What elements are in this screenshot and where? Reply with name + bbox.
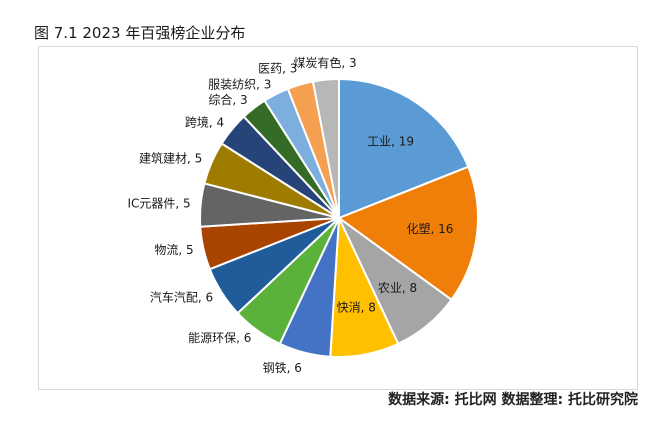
data-label-14: 煤炭有色, 3 <box>293 56 356 70</box>
data-label-1: 化塑, 16 <box>407 221 454 236</box>
source-note: 数据来源: 托比网 数据整理: 托比研究院 <box>388 392 638 408</box>
pie-slice-0 <box>338 77 470 220</box>
pie-chart: 工业, 19 化塑, 16 农业, 8快消, 8 钢铁, 6 能源环保, 6 汽车汽配, … <box>128 56 479 375</box>
data-label-10: 跨境, 4 <box>185 115 224 130</box>
data-label-4: 钢铁, 6 <box>263 361 302 375</box>
figure-title: 图 7.1 2023 年百强榜企业分布 <box>34 24 246 42</box>
data-label-12: 服装纺织, 3 <box>208 78 271 92</box>
pie-slice-14 <box>311 77 340 219</box>
data-label-2: 农业, 8 <box>378 281 417 295</box>
data-label-11: 综合, 3 <box>208 92 247 107</box>
data-label-8: IC元器件, 5 <box>128 197 191 211</box>
data-label-7: 物流, 5 <box>154 243 193 257</box>
chart-area: 工业, 19 化塑, 16 农业, 8 快消, 8 钢铁, 6 能源环保, 6 汽车汽配, … <box>38 46 638 390</box>
pie-slice-1 <box>336 165 479 302</box>
data-label-9: 建筑建材, 5 <box>139 150 202 165</box>
data-label-6: 汽车汽配, 6 <box>150 289 213 304</box>
data-label-3: 快消, 8 <box>337 301 376 315</box>
data-label-5: 能源环保, 6 <box>188 331 251 345</box>
data-label-13: 医药, 3 <box>258 61 297 75</box>
data-label-0: 工业, 19 <box>367 135 414 149</box>
